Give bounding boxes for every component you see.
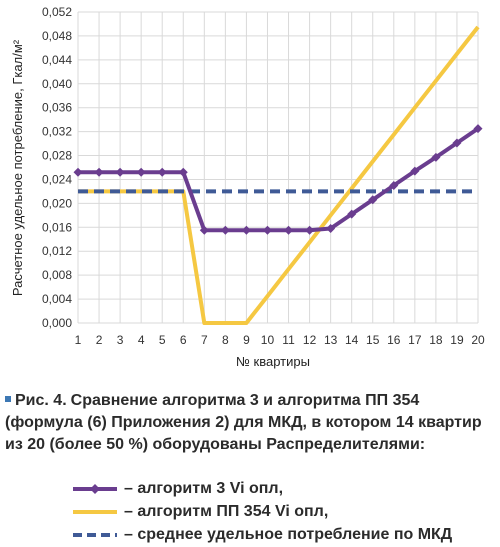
legend-swatch-yellow-line (73, 510, 117, 514)
x-tick-labels: 1 2 3 4 5 6 7 8 9 10 11 12 13 14 15 16 17 18 19 20 (75, 333, 485, 347)
legend-label: – алгоритм 3 Vi опл, (124, 480, 284, 497)
data-point-marker (368, 195, 378, 205)
x-tick-label: 1 (75, 333, 82, 347)
x-tick-label: 19 (450, 333, 464, 347)
bullet-icon (5, 395, 11, 402)
y-axis-label: Расчетное удельное потребление, Гкал/м² (10, 39, 25, 296)
legend-label: – среднее удельное потребление по МКД (124, 526, 453, 543)
chart-grid (77, 11, 479, 324)
y-tick-label: 0,024 (42, 172, 72, 186)
x-tick-label: 13 (324, 333, 338, 347)
y-tick-label: 0,012 (42, 244, 72, 258)
data-point-marker (178, 167, 188, 177)
x-tick-label: 16 (387, 333, 401, 347)
y-tick-label: 0,032 (42, 125, 72, 139)
legend-swatch-blue-dashed (73, 533, 117, 537)
data-point-marker (473, 124, 483, 134)
data-point-marker (284, 225, 294, 235)
y-tick-label: 0,020 (42, 196, 72, 210)
x-tick-label: 14 (345, 333, 359, 347)
x-tick-label: 18 (429, 333, 443, 347)
chart-series (73, 25, 483, 325)
y-tick-label: 0,016 (42, 220, 72, 234)
y-tick-label: 0,052 (42, 5, 72, 19)
data-point-marker (220, 225, 230, 235)
data-point-marker (199, 225, 209, 235)
y-tick-labels: 0,000 0,004 0,008 0,012 0,016 0,020 0,024 0,028… (42, 5, 72, 330)
chart-legend: – алгоритм 3 Vi опл, – алгоритм ПП 354 V… (72, 478, 452, 547)
x-tick-label: 17 (408, 333, 422, 347)
x-tick-label: 7 (201, 333, 208, 347)
data-point-marker (136, 167, 146, 177)
data-point-marker (262, 225, 272, 235)
x-tick-label: 12 (303, 333, 317, 347)
x-tick-label: 6 (180, 333, 187, 347)
figure-number: Рис. 4. (15, 392, 67, 409)
caption-text: Сравнение алгоритма 3 и алгоритма ПП 354… (5, 392, 482, 453)
data-point-marker (326, 224, 336, 234)
data-point-marker (115, 167, 125, 177)
y-tick-label: 0,000 (42, 316, 72, 330)
legend-label: – алгоритм ПП 354 Vi опл, (124, 503, 329, 520)
x-tick-label: 11 (282, 333, 295, 347)
data-point-marker (305, 225, 315, 235)
line-chart: 0,000 0,004 0,008 0,012 0,016 0,020 0,024 0,028… (10, 5, 485, 369)
data-point-marker (389, 180, 399, 190)
y-tick-label: 0,044 (42, 53, 72, 67)
x-tick-label: 2 (96, 333, 103, 347)
x-tick-label: 20 (471, 333, 485, 347)
series-line (78, 25, 480, 325)
x-tick-label: 5 (159, 333, 166, 347)
data-point-marker (347, 209, 357, 219)
y-tick-label: 0,004 (42, 292, 72, 306)
x-tick-label: 3 (117, 333, 124, 347)
data-point-marker (410, 166, 420, 176)
y-tick-label: 0,040 (42, 77, 72, 91)
x-tick-label: 15 (366, 333, 380, 347)
data-point-marker (452, 138, 462, 148)
data-point-marker (431, 152, 441, 162)
data-point-marker (157, 167, 167, 177)
caption-heading: Рис. 4. Сравнение алгоритма 3 и алгоритма… (5, 390, 495, 456)
x-tick-label: 4 (138, 333, 145, 347)
y-tick-label: 0,048 (42, 29, 72, 43)
y-tick-label: 0,036 (42, 101, 72, 115)
x-tick-label: 9 (243, 333, 250, 347)
x-axis-label: № квартиры (236, 354, 310, 369)
y-tick-label: 0,028 (42, 149, 72, 163)
x-tick-label: 10 (261, 333, 275, 347)
data-point-marker (73, 167, 83, 177)
data-point-marker (241, 225, 251, 235)
legend-item: – алгоритм ПП 354 Vi опл, (72, 501, 452, 523)
legend-item: – среднее удельное потребление по МКД (72, 524, 452, 546)
data-point-marker (94, 167, 104, 177)
legend-swatch-purple-diamond (73, 484, 117, 494)
x-tick-label: 8 (222, 333, 229, 347)
y-tick-label: 0,008 (42, 268, 72, 282)
legend-item: – алгоритм 3 Vi опл, (72, 478, 452, 500)
